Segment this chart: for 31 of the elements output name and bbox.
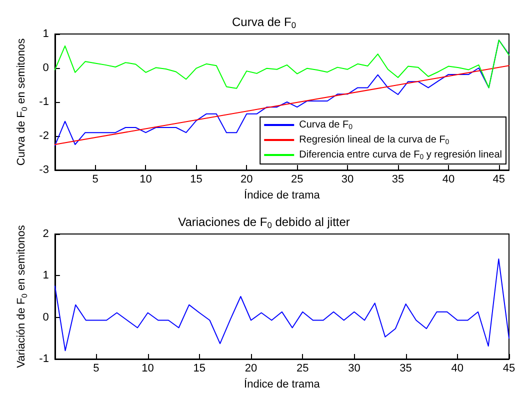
- x-tick-label: 5: [92, 174, 98, 186]
- y-tick-label: -2: [39, 130, 49, 142]
- x-tick-label: 10: [140, 174, 152, 186]
- x-tick-label: 10: [142, 362, 154, 374]
- y-tick-label: -1: [39, 353, 49, 365]
- x-tick-label: 25: [290, 174, 304, 186]
- x-tick-label: 30: [341, 174, 354, 186]
- x-axis-title: Índice de trama: [244, 377, 321, 390]
- x-tick-label: 40: [442, 174, 455, 186]
- x-tick-label: 35: [400, 362, 412, 374]
- y-tick-label: 0: [42, 62, 49, 74]
- y-tick-label: 2: [42, 228, 49, 240]
- x-tick-label: 45: [502, 362, 516, 374]
- x-axis-title: Índice de trama: [244, 188, 321, 202]
- x-tick-label: 35: [392, 174, 404, 186]
- x-tick-label: 30: [348, 362, 360, 374]
- x-tick-label: 45: [492, 174, 506, 186]
- x-tick-label: 25: [296, 362, 309, 374]
- x-tick-label: 15: [190, 174, 202, 186]
- x-tick-label: 5: [93, 362, 100, 374]
- y-tick-label: -1: [39, 96, 49, 108]
- y-tick-label: 0: [42, 311, 49, 324]
- line-series: [54, 258, 510, 352]
- x-tick-label: 20: [240, 174, 253, 186]
- y-tick-label: 1: [42, 270, 49, 282]
- x-tick-label: 20: [244, 362, 258, 374]
- x-tick-label: 15: [193, 362, 206, 374]
- y-tick-label: -3: [39, 164, 49, 176]
- x-tick-label: 40: [451, 362, 464, 374]
- line-series: [54, 40, 510, 89]
- y-tick-label: 1: [42, 28, 49, 40]
